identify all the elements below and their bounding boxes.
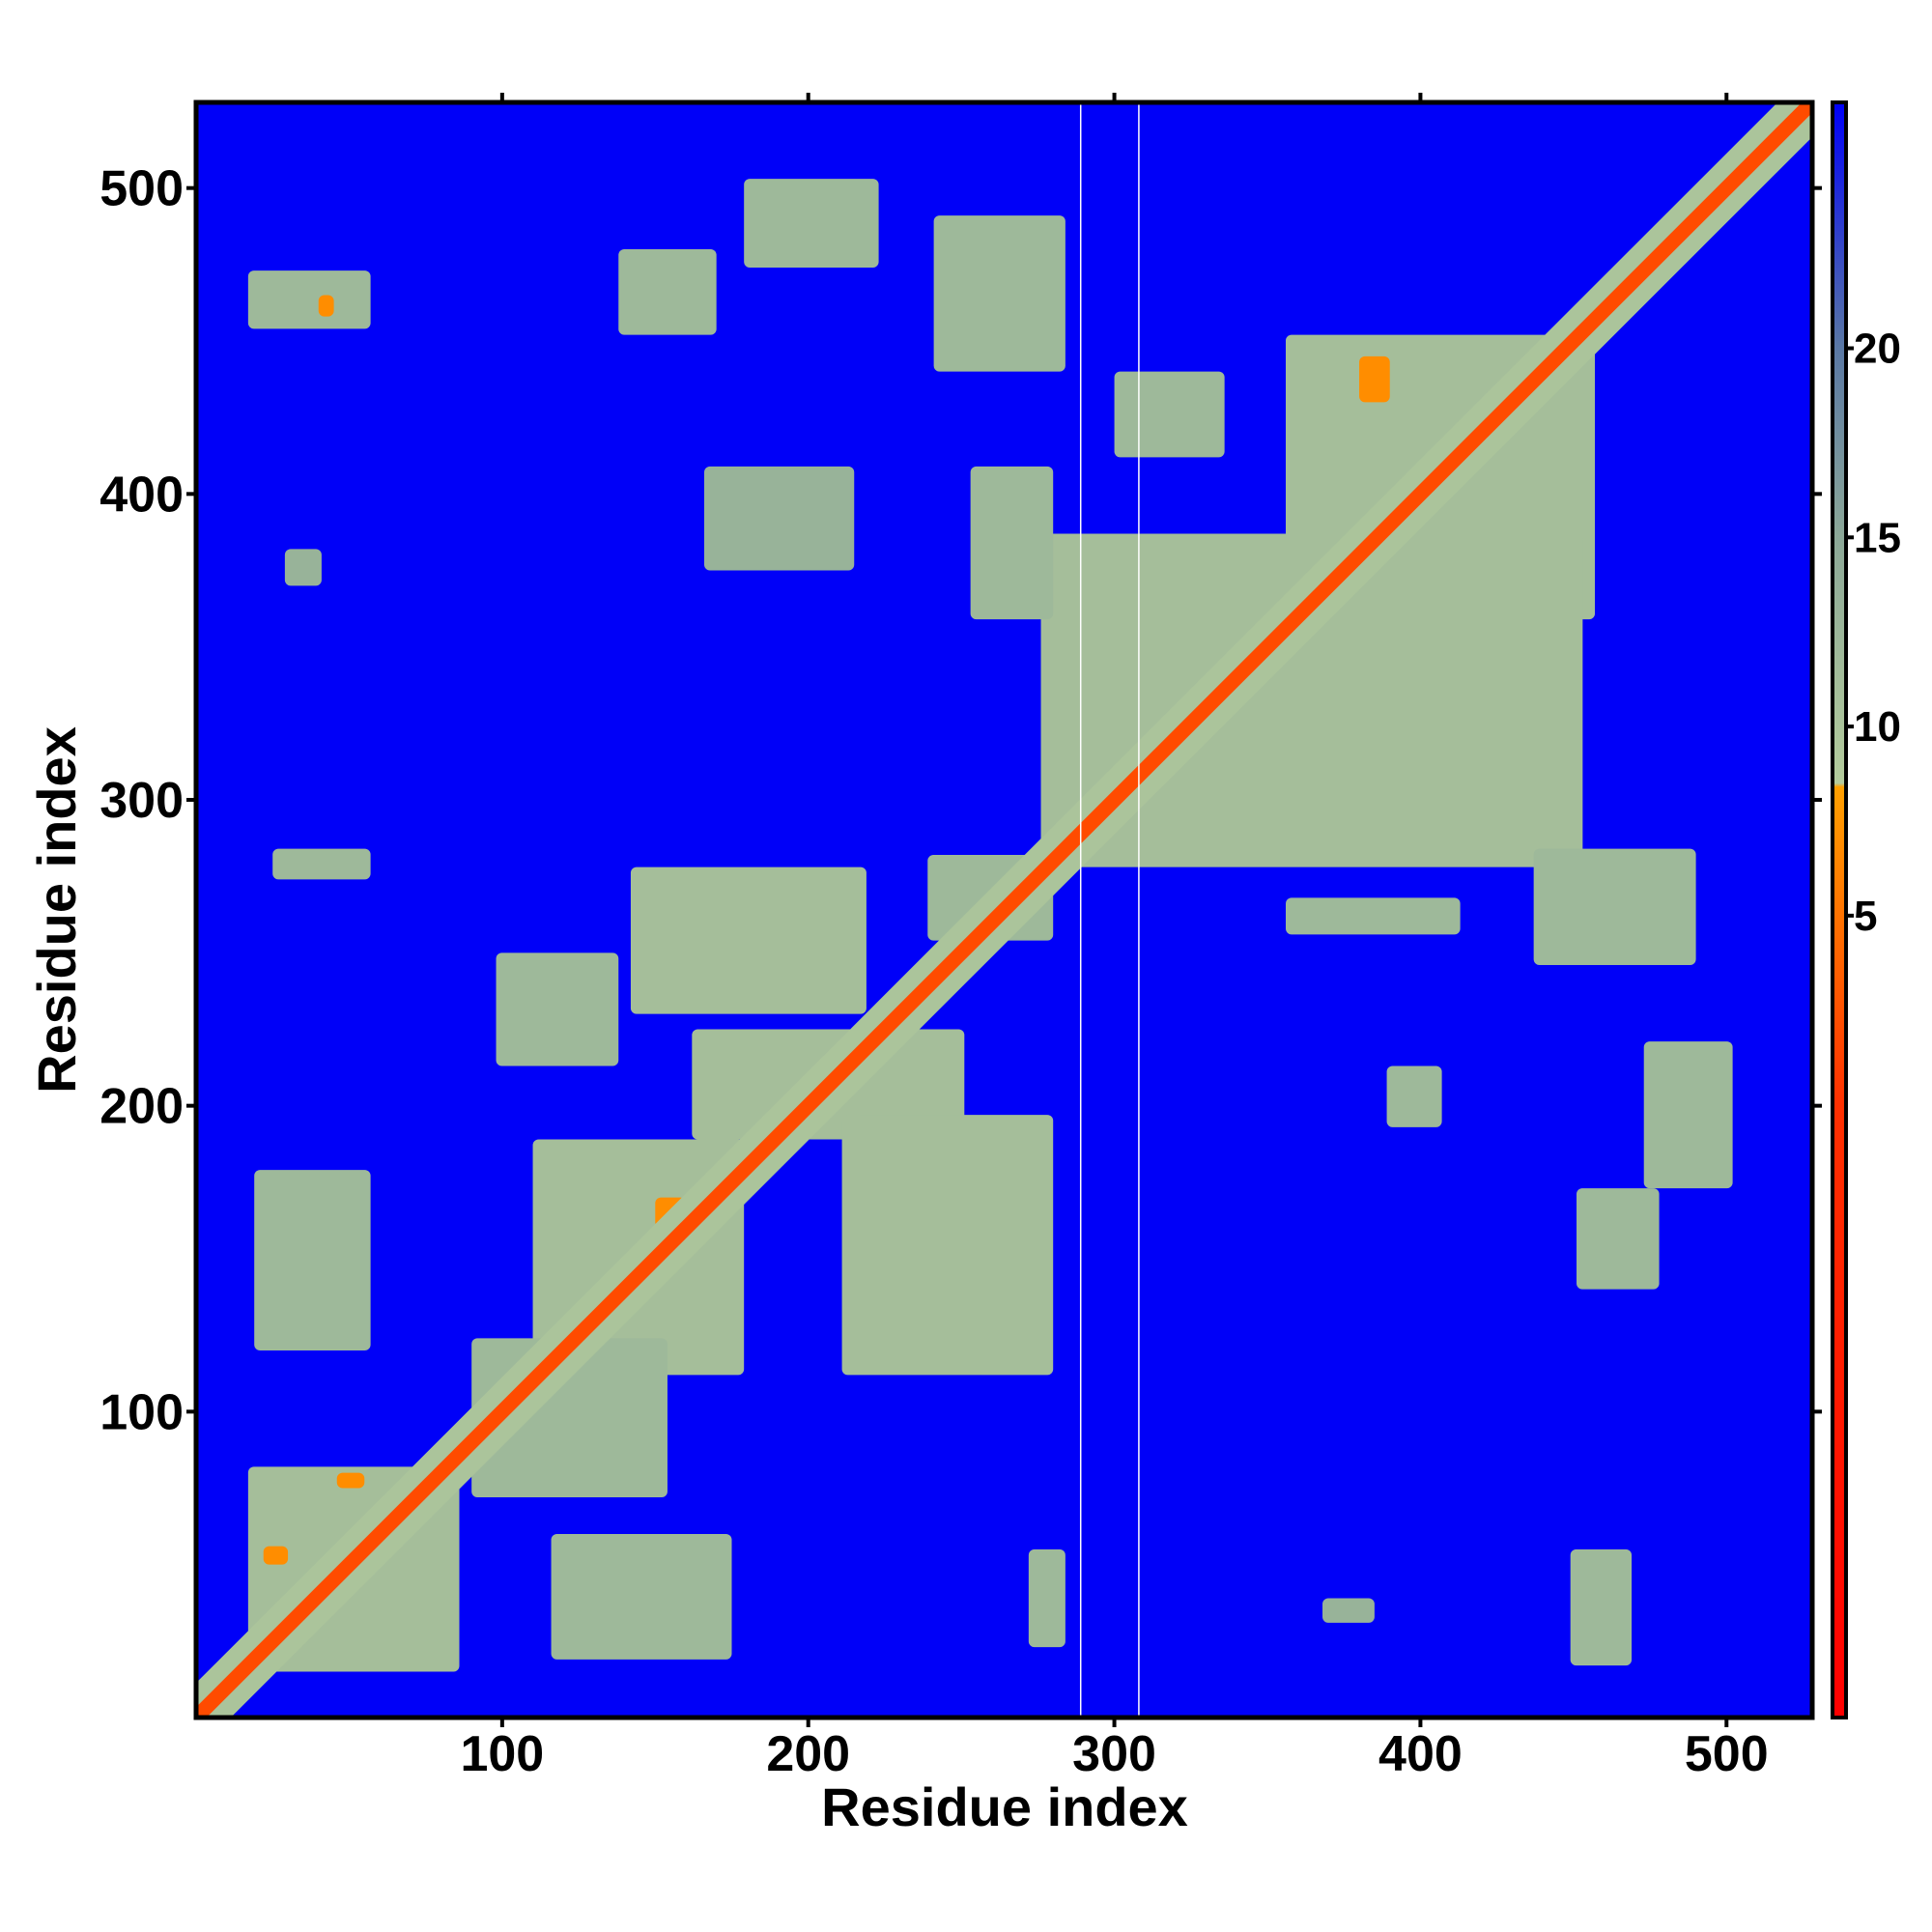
contact-region [630, 867, 867, 1014]
contact-region [551, 1534, 732, 1660]
colorbar [1831, 100, 1848, 1719]
contact-region [1040, 533, 1583, 867]
x-tick-label: 200 [766, 1726, 850, 1782]
y-tick-label: 200 [99, 1079, 184, 1135]
contact-region [1322, 1598, 1375, 1623]
contact-region [247, 270, 371, 329]
contact-region [284, 549, 322, 586]
plot-frame [193, 99, 1815, 1720]
y-tick-label: 500 [99, 161, 184, 217]
contact-region [1359, 355, 1390, 403]
contact-region [744, 179, 879, 268]
contact-region [496, 952, 619, 1066]
contact-region [263, 1546, 289, 1565]
contact-region [254, 1170, 371, 1350]
contact-region [1643, 1041, 1733, 1189]
x-tick-label: 300 [1072, 1726, 1156, 1782]
contact-region [841, 1115, 1054, 1376]
plot-area [196, 102, 1812, 1718]
colorbar-tick-label: 10 [1854, 703, 1901, 751]
contact-region [1577, 1188, 1660, 1290]
colorbar-tick-label: 15 [1854, 514, 1901, 561]
contact-region [1533, 848, 1696, 965]
colorbar-tick-label: 5 [1854, 893, 1877, 940]
contact-region [1570, 1548, 1633, 1666]
x-axis-title: Residue index [821, 1776, 1188, 1837]
x-tick-label: 400 [1378, 1726, 1463, 1782]
y-axis-title: Residue index [26, 726, 87, 1094]
y-tick-label: 100 [99, 1384, 184, 1440]
contact-region [1114, 371, 1225, 458]
diagonal-core [196, 102, 1812, 1718]
contact-region [336, 1472, 365, 1489]
contact-region [703, 466, 855, 571]
contact-region [933, 215, 1065, 372]
y-tick-label: 300 [99, 773, 184, 829]
contact-region [970, 466, 1054, 620]
contact-region [318, 295, 334, 317]
contact-region [618, 249, 717, 335]
contact-region [1386, 1065, 1442, 1127]
y-tick-label: 400 [99, 467, 184, 523]
x-tick-label: 100 [460, 1726, 544, 1782]
contact-region [272, 848, 371, 880]
contact-region [1028, 1548, 1065, 1648]
colorbar-tick-label: 20 [1854, 326, 1901, 373]
contact-region [1286, 897, 1461, 935]
x-tick-label: 500 [1685, 1726, 1769, 1782]
